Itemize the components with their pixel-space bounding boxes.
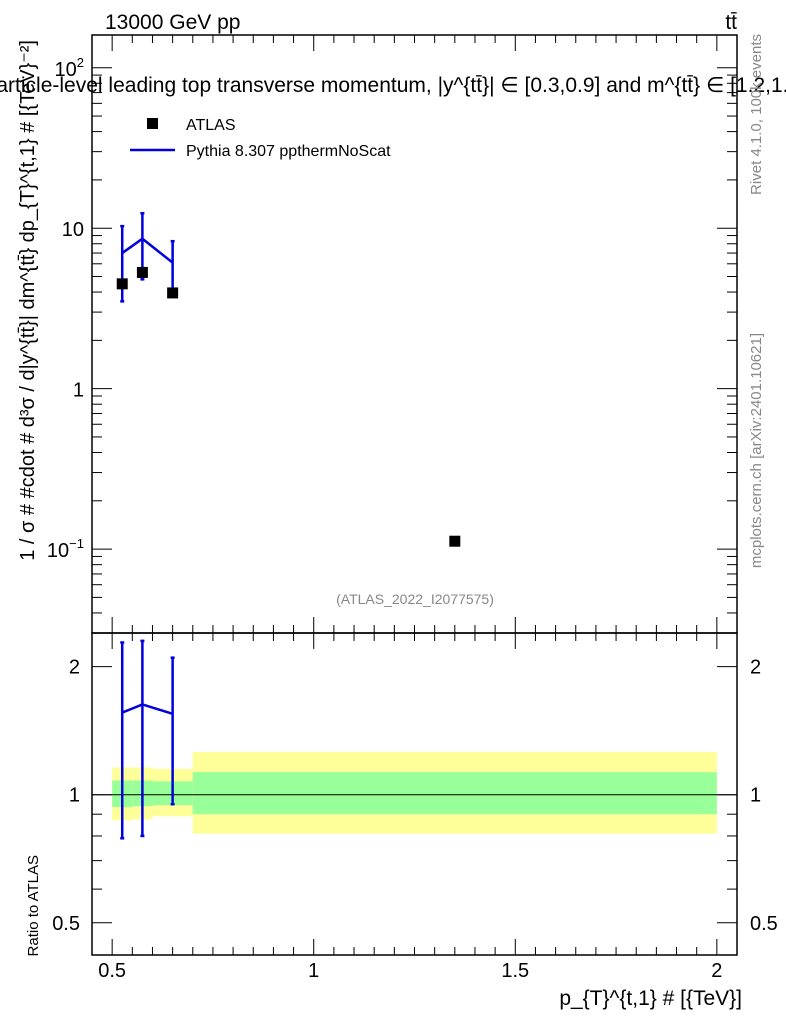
main-y-tick-label: 1: [73, 380, 84, 402]
x-axis-title: p_{T}^{t,1} # [{TeV}]: [559, 987, 742, 1010]
legend-data-marker: [147, 118, 158, 129]
ratio-band-inner: [192, 772, 717, 815]
main-tick-labels: 10−1 1 10 102: [47, 55, 84, 562]
ratio-bands: [112, 752, 717, 834]
data-point-atlas: [116, 278, 128, 290]
main-marks: [116, 211, 461, 547]
ratio-mc-line: [121, 703, 173, 715]
ratio-y-tick-label-left: 2: [69, 657, 80, 679]
x-tick-label: 2: [711, 960, 722, 982]
process-label: tt̄: [725, 11, 737, 34]
ratio-y-tick-label-left: 1: [69, 785, 80, 807]
ratio-y-tick-label-right: 0.5: [750, 913, 778, 935]
x-tick-label: 1.5: [501, 960, 529, 982]
main-mc-line: [121, 237, 174, 264]
analysis-watermark: (ATLAS_2022_I2077575): [336, 591, 494, 607]
main-y-tick-label: 10−1: [47, 536, 84, 562]
ratio-tick-labels: 0.5 0.5 1 1 2 2: [52, 657, 778, 935]
ratio-y-axis-title: Ratio to ATLAS: [25, 855, 42, 956]
main-ticks: [92, 35, 737, 634]
mcplots-label: mcplots.cern.ch [arXiv:2401.10621]: [748, 333, 765, 568]
data-point-atlas: [449, 535, 461, 547]
main-y-tick-label: 10: [62, 219, 84, 241]
legend: ATLAS Pythia 8.307 ppthermNoScat: [130, 117, 391, 160]
main-y-axis-title: 1 / σ # #cdot # d³σ / d|y^{tt̄}| dm^{tt̄…: [17, 40, 39, 561]
energy-label: 13000 GeV pp: [105, 11, 240, 34]
ratio-ticks: [92, 633, 737, 955]
x-tick-label: 0.5: [98, 960, 126, 982]
data-point-atlas: [167, 287, 179, 299]
ratio-panel: 0.5 0.5 1 1 2 2 0.5 1 1.5 2: [52, 632, 778, 982]
legend-mc-label: Pythia 8.307 ppthermNoScat: [186, 143, 391, 160]
legend-data-label: ATLAS: [186, 117, 236, 134]
ratio-y-tick-label-right: 1: [750, 785, 761, 807]
plot-title: Particle-level leading top transverse mo…: [0, 74, 786, 97]
ratio-y-tick-label-left: 0.5: [52, 913, 80, 935]
ratio-marks: [120, 639, 175, 840]
main-y-tick-label: 102: [55, 55, 84, 81]
x-tick-labels: 0.5 1 1.5 2: [98, 960, 722, 982]
data-point-atlas: [136, 266, 148, 278]
rivet-version-label: Rivet 4.1.0, 100k events: [748, 34, 765, 195]
ratio-y-tick-label-right: 2: [750, 657, 761, 679]
x-tick-label: 1: [308, 960, 319, 982]
